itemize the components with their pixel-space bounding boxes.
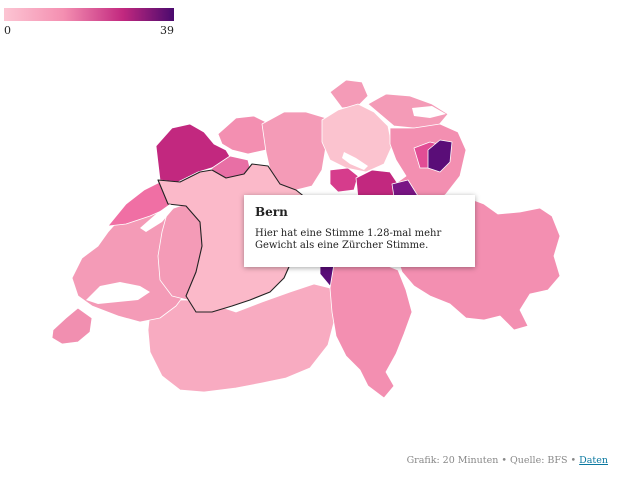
lake-neuchatel: [140, 204, 174, 232]
lake-constance: [412, 106, 446, 118]
lake-geneva: [86, 282, 150, 304]
region-zuerich[interactable]: [321, 103, 393, 173]
source-credit: Grafik: 20 Minuten • Quelle: BFS • Daten: [407, 455, 608, 466]
legend-min-label: 0: [4, 24, 11, 37]
tooltip-title: Bern: [255, 205, 288, 219]
region-appenzell-ir[interactable]: [427, 139, 453, 173]
region-tessin[interactable]: [329, 259, 413, 399]
region-zug[interactable]: [329, 167, 359, 193]
credit-text: Grafik: 20 Minuten • Quelle: BFS •: [406, 455, 580, 466]
tooltip-text: Hier hat eine Stimme 1.28-mal mehr Gewic…: [255, 228, 442, 251]
region-genf[interactable]: [51, 307, 93, 345]
legend-max-label: 39: [160, 24, 174, 37]
region-thurgau[interactable]: [367, 93, 449, 129]
legend-gradient-bar: [4, 8, 174, 21]
region-aargau[interactable]: [261, 111, 327, 191]
data-link[interactable]: Daten: [579, 455, 608, 466]
region-tooltip: Bern Hier hat eine Stimme 1.28-mal mehr …: [244, 195, 475, 267]
region-schaffhausen[interactable]: [329, 79, 369, 109]
color-legend: 0 39: [4, 8, 174, 37]
region-wallis[interactable]: [147, 283, 335, 393]
lake-zurich: [342, 152, 368, 170]
